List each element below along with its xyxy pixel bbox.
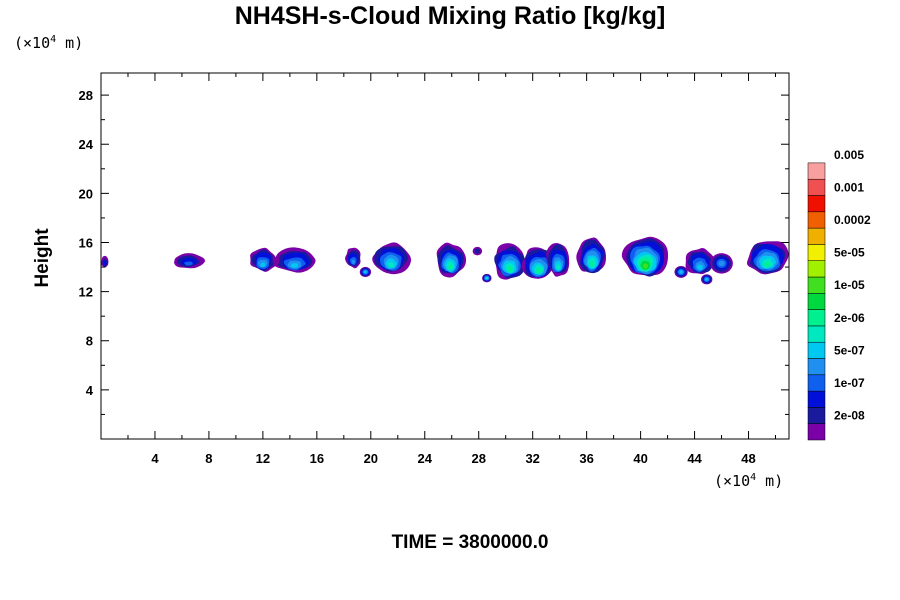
- cloud-contour: [184, 261, 193, 266]
- chart-title: NH4SH-s-Cloud Mixing Ratio [kg/kg]: [234, 2, 666, 30]
- cloud-contour: [448, 264, 453, 270]
- colorbar-swatch: [807, 309, 826, 327]
- colorbar-swatch: [807, 276, 826, 294]
- colorbar-swatch: [807, 244, 826, 261]
- cloud-puff: [718, 260, 725, 267]
- cloud-puff: [485, 277, 488, 280]
- y-tick-label: 4: [86, 383, 94, 398]
- x-tick-label: 48: [741, 451, 755, 466]
- cloud-contour: [351, 259, 356, 265]
- x-tick-label: 8: [205, 451, 212, 466]
- colorbar-label: 1e-07: [834, 376, 865, 390]
- colorbar-swatch: [807, 162, 826, 180]
- time-label: TIME = 3800000.0: [391, 532, 549, 553]
- cloud-contour: [643, 263, 648, 269]
- cloud-contour: [507, 266, 513, 272]
- colorbar-label: 0.0002: [834, 213, 871, 227]
- x-unit-label: (×104 m): [714, 472, 784, 490]
- cloud-contour: [556, 263, 561, 270]
- colorbar-label: 2e-06: [834, 311, 865, 325]
- colorbar-label: 5e-07: [834, 343, 865, 357]
- x-tick-label: 40: [633, 451, 647, 466]
- colorbar-label: 5e-05: [834, 246, 865, 260]
- colorbar-swatch: [807, 293, 826, 310]
- x-tick-label: 44: [687, 451, 702, 466]
- cloud-contour: [388, 262, 395, 268]
- cloud-puff: [474, 248, 481, 254]
- plot-frame: [100, 72, 790, 440]
- colorbar-swatch: [807, 341, 826, 359]
- colorbar-swatch: [807, 211, 826, 229]
- colorbar-swatch: [807, 227, 826, 245]
- y-tick-label: 20: [79, 186, 93, 201]
- colorbar-swatch: [807, 325, 826, 343]
- cloud-field: [101, 236, 789, 285]
- cloud-puff: [679, 270, 683, 274]
- x-tick-label: 12: [256, 451, 270, 466]
- colorbar-swatch: [807, 390, 826, 408]
- colorbar-label: 2e-08: [834, 409, 865, 423]
- cloud-contour: [589, 261, 595, 267]
- cloud-contour: [536, 268, 542, 274]
- colorbar-swatch: [807, 358, 826, 376]
- y-tick-label: 24: [79, 137, 94, 152]
- colorbar-label: 1e-05: [834, 278, 865, 292]
- y-tick-label: 28: [79, 88, 93, 103]
- colorbar-swatch: [807, 407, 826, 424]
- cloud-puff: [705, 278, 709, 281]
- y-tick-label: 12: [79, 285, 93, 300]
- colorbar-label: 0.001: [834, 180, 864, 194]
- x-tick-label: 32: [525, 451, 539, 466]
- colorbar-swatch: [807, 178, 826, 196]
- x-tick-label: 16: [310, 451, 324, 466]
- colorbar-swatch: [807, 260, 826, 278]
- cloud-contour: [696, 264, 703, 270]
- cloud-contour: [290, 263, 299, 268]
- x-tick-label: 4: [151, 451, 159, 466]
- colorbar: 2e-08 1e-07 5e-07 2e-06 1e-05 5e-05 0.0002 0.00…: [807, 148, 871, 441]
- colorbar-swatch: [807, 423, 826, 441]
- y-tick-label: 8: [86, 334, 93, 349]
- cloud-puff: [364, 270, 367, 274]
- x-tick-label: 36: [579, 451, 593, 466]
- y-tick-label: 16: [79, 235, 93, 250]
- cloud-contour: [260, 262, 266, 268]
- x-tick-label: 20: [364, 451, 378, 466]
- cloud-contour: [103, 260, 107, 266]
- colorbar-label: 0.005: [834, 148, 864, 162]
- cloud-contour: [764, 261, 771, 267]
- y-unit-label: (×104 m): [14, 34, 84, 52]
- x-tick-label: 28: [471, 451, 485, 466]
- x-tick-label: 24: [418, 451, 433, 466]
- colorbar-swatch: [807, 195, 826, 213]
- colorbar-swatch: [807, 374, 826, 392]
